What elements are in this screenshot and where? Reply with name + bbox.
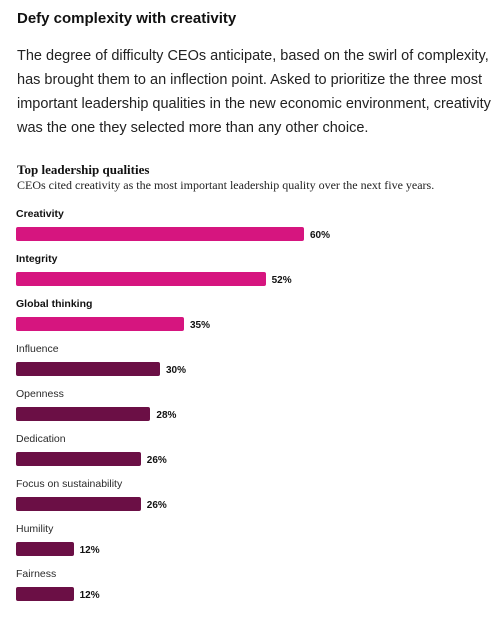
bar-value-label: 26%	[146, 500, 167, 511]
bar	[16, 317, 184, 331]
bar-row: Humility 12%	[16, 523, 486, 563]
bar-category-label: Integrity	[16, 253, 58, 265]
chart-subtitle: CEOs cited creativity as the most import…	[17, 178, 435, 192]
bar	[16, 497, 141, 511]
bar-value-label: 12%	[79, 590, 100, 601]
bar-category-label: Openness	[16, 388, 64, 400]
bar-category-label: Global thinking	[16, 298, 93, 310]
bar-value-label: 12%	[79, 545, 100, 556]
page-heading: Defy complexity with creativity	[17, 10, 237, 27]
bar-chart: Creativity 60% Integrity 52% Global thinking…	[0, 208, 502, 623]
bar-row: Openness 28%	[16, 388, 486, 428]
bar-value-label: 28%	[156, 410, 177, 421]
bar-value-label: 35%	[190, 320, 211, 331]
bar	[16, 452, 141, 466]
bar-category-label: Influence	[16, 343, 59, 355]
bar	[16, 587, 74, 601]
bar	[16, 227, 304, 241]
bar-category-label: Humility	[16, 523, 54, 535]
chart-title: Top leadership qualities	[17, 162, 150, 177]
bar-value-label: 26%	[146, 455, 167, 466]
bar-row: Dedication 26%	[16, 433, 486, 473]
bar-value-label: 52%	[271, 275, 292, 286]
bar-row: Influence 30%	[16, 343, 486, 383]
bar-row: Focus on sustainability 26%	[16, 478, 486, 518]
bar	[16, 362, 160, 376]
intro-paragraph: The degree of difficulty CEOs anticipate…	[17, 48, 491, 136]
bar-category-label: Focus on sustainability	[16, 478, 123, 490]
bar-row: Integrity 52%	[16, 253, 486, 293]
bar-value-label: 30%	[166, 365, 187, 376]
bar-category-label: Fairness	[16, 568, 57, 580]
bar	[16, 542, 74, 556]
bar-row: Creativity 60%	[16, 208, 486, 248]
bar-category-label: Creativity	[16, 208, 64, 220]
bar	[16, 272, 266, 286]
bar-category-label: Dedication	[16, 433, 66, 445]
bar	[16, 407, 151, 421]
bar-value-label: 60%	[310, 230, 331, 241]
bar-row: Global thinking 35%	[16, 298, 486, 338]
bar-row: Fairness 12%	[16, 568, 486, 608]
